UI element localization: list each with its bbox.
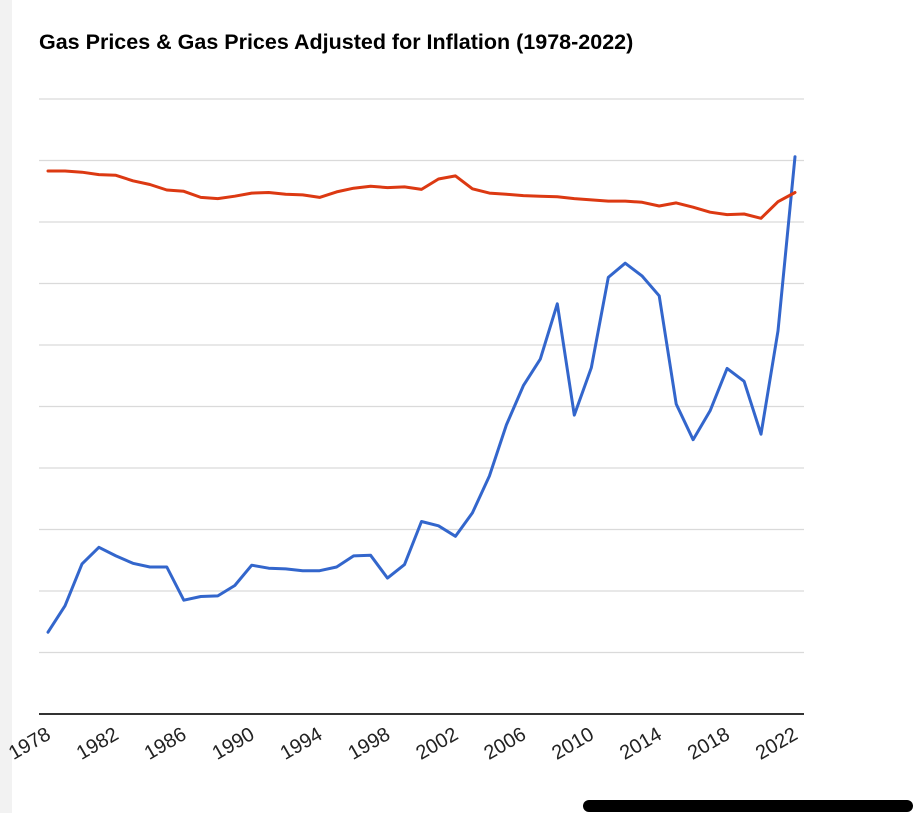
x-tick-label: 2002 (412, 723, 462, 764)
series-line-gas-prices (46, 155, 797, 634)
x-tick-label: 1986 (141, 723, 191, 764)
x-tick-label: 2006 (480, 723, 530, 764)
x-tick-label: 1990 (209, 723, 259, 764)
x-tick-label: 2010 (548, 723, 598, 764)
series-lines (46, 155, 797, 634)
x-axis: 1978 1982 1986 1990 1994 1998 2002 2006 2010 2014… (5, 713, 804, 765)
home-indicator-bar[interactable] (583, 800, 913, 812)
gridlines (39, 98, 804, 654)
x-tick-label: 1994 (277, 723, 327, 764)
x-tick-label: 1978 (5, 723, 55, 764)
x-tick-label: 1998 (345, 723, 395, 764)
x-tick-label: 1982 (73, 723, 123, 764)
x-tick-label: 2014 (616, 723, 666, 764)
x-tick-label: 2022 (752, 723, 802, 764)
left-edge-strip (0, 0, 12, 813)
series-line-gas-prices-inflation-adjusted (46, 169, 797, 220)
x-tick-label: 2018 (684, 723, 734, 764)
chart-title: Gas Prices & Gas Prices Adjusted for Inf… (39, 30, 634, 54)
